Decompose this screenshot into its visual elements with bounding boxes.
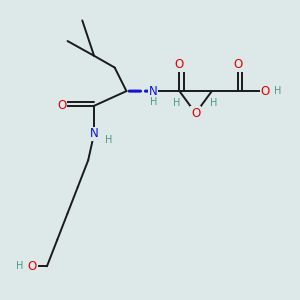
Text: N: N — [90, 127, 98, 140]
Text: O: O — [191, 107, 200, 120]
Text: O: O — [28, 260, 37, 273]
Text: O: O — [57, 99, 66, 112]
Text: N: N — [148, 85, 157, 98]
Text: H: H — [274, 86, 281, 96]
Text: H: H — [173, 98, 181, 108]
Text: O: O — [234, 58, 243, 71]
Text: H: H — [210, 98, 217, 108]
Text: O: O — [175, 58, 184, 71]
Text: O: O — [260, 85, 269, 98]
Text: H: H — [104, 135, 112, 145]
Text: H: H — [16, 261, 23, 271]
Text: H: H — [150, 97, 157, 107]
